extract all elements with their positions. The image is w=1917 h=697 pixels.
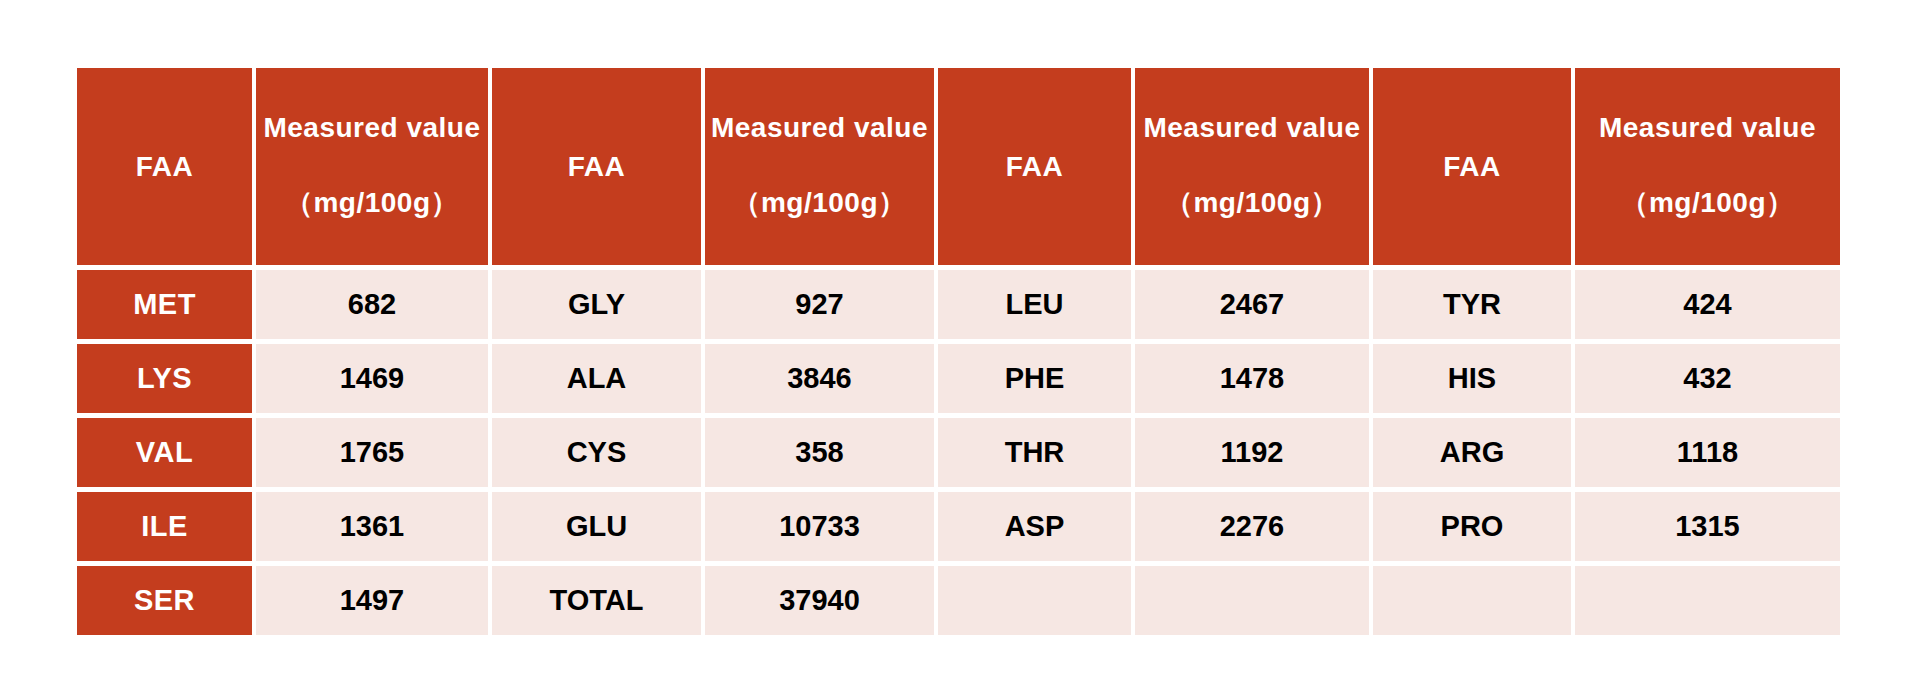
header-faa-label: FAA bbox=[568, 151, 626, 183]
faa-cell bbox=[938, 566, 1131, 635]
faa-cell: PRO bbox=[1373, 492, 1571, 561]
header-value-label: Measured value bbox=[711, 112, 928, 144]
faa-cell: CYS bbox=[492, 418, 701, 487]
faa-cell: TOTAL bbox=[492, 566, 701, 635]
faa-cell: ASP bbox=[938, 492, 1131, 561]
faa-cell: ALA bbox=[492, 344, 701, 413]
value-cell: 1469 bbox=[256, 344, 488, 413]
value-cell: 927 bbox=[705, 270, 934, 339]
faa-cell: ILE bbox=[77, 492, 252, 561]
faa-cell: MET bbox=[77, 270, 252, 339]
table-header-row: FAA Measured value （mg/100g） FAA Measured… bbox=[77, 68, 1840, 265]
value-cell: 1765 bbox=[256, 418, 488, 487]
header-value-label: Measured value bbox=[1599, 112, 1816, 144]
value-cell: 2276 bbox=[1135, 492, 1369, 561]
faa-cell: PHE bbox=[938, 344, 1131, 413]
header-measured-value: Measured value （mg/100g） bbox=[256, 68, 488, 265]
value-cell bbox=[1135, 566, 1369, 635]
faa-cell: GLU bbox=[492, 492, 701, 561]
faa-measured-values-table: FAA Measured value （mg/100g） FAA Measured… bbox=[73, 63, 1844, 640]
value-cell bbox=[1575, 566, 1840, 635]
table-row: SER 1497 TOTAL 37940 bbox=[77, 566, 1840, 635]
value-cell: 432 bbox=[1575, 344, 1840, 413]
value-cell: 37940 bbox=[705, 566, 934, 635]
faa-cell: HIS bbox=[1373, 344, 1571, 413]
value-cell: 1478 bbox=[1135, 344, 1369, 413]
header-value-unit: （mg/100g） bbox=[732, 184, 906, 222]
header-measured-value: Measured value （mg/100g） bbox=[1575, 68, 1840, 265]
value-cell: 1192 bbox=[1135, 418, 1369, 487]
value-cell: 2467 bbox=[1135, 270, 1369, 339]
faa-cell: VAL bbox=[77, 418, 252, 487]
header-value-label: Measured value bbox=[1143, 112, 1360, 144]
faa-cell: SER bbox=[77, 566, 252, 635]
faa-cell: TYR bbox=[1373, 270, 1571, 339]
value-cell: 358 bbox=[705, 418, 934, 487]
value-cell: 1315 bbox=[1575, 492, 1840, 561]
header-faa: FAA bbox=[492, 68, 701, 265]
faa-cell: LYS bbox=[77, 344, 252, 413]
faa-cell bbox=[1373, 566, 1571, 635]
header-measured-value: Measured value （mg/100g） bbox=[705, 68, 934, 265]
value-cell: 1361 bbox=[256, 492, 488, 561]
value-cell: 3846 bbox=[705, 344, 934, 413]
value-cell: 1118 bbox=[1575, 418, 1840, 487]
value-cell: 10733 bbox=[705, 492, 934, 561]
table-row: ILE 1361 GLU 10733 ASP 2276 PRO 1315 bbox=[77, 492, 1840, 561]
header-faa-label: FAA bbox=[1443, 151, 1501, 183]
table-row: VAL 1765 CYS 358 THR 1192 ARG 1118 bbox=[77, 418, 1840, 487]
faa-cell: LEU bbox=[938, 270, 1131, 339]
value-cell: 682 bbox=[256, 270, 488, 339]
value-cell: 1497 bbox=[256, 566, 488, 635]
header-faa-label: FAA bbox=[1006, 151, 1064, 183]
header-faa: FAA bbox=[77, 68, 252, 265]
header-value-label: Measured value bbox=[263, 112, 480, 144]
header-value-unit: （mg/100g） bbox=[285, 184, 459, 222]
table-row: LYS 1469 ALA 3846 PHE 1478 HIS 432 bbox=[77, 344, 1840, 413]
header-value-unit: （mg/100g） bbox=[1620, 184, 1794, 222]
faa-cell: THR bbox=[938, 418, 1131, 487]
slide-canvas: FAA Measured value （mg/100g） FAA Measured… bbox=[0, 0, 1917, 697]
faa-cell: GLY bbox=[492, 270, 701, 339]
header-measured-value: Measured value （mg/100g） bbox=[1135, 68, 1369, 265]
table-row: MET 682 GLY 927 LEU 2467 TYR 424 bbox=[77, 270, 1840, 339]
header-faa-label: FAA bbox=[136, 151, 194, 183]
header-faa: FAA bbox=[1373, 68, 1571, 265]
header-value-unit: （mg/100g） bbox=[1165, 184, 1339, 222]
value-cell: 424 bbox=[1575, 270, 1840, 339]
header-faa: FAA bbox=[938, 68, 1131, 265]
faa-cell: ARG bbox=[1373, 418, 1571, 487]
